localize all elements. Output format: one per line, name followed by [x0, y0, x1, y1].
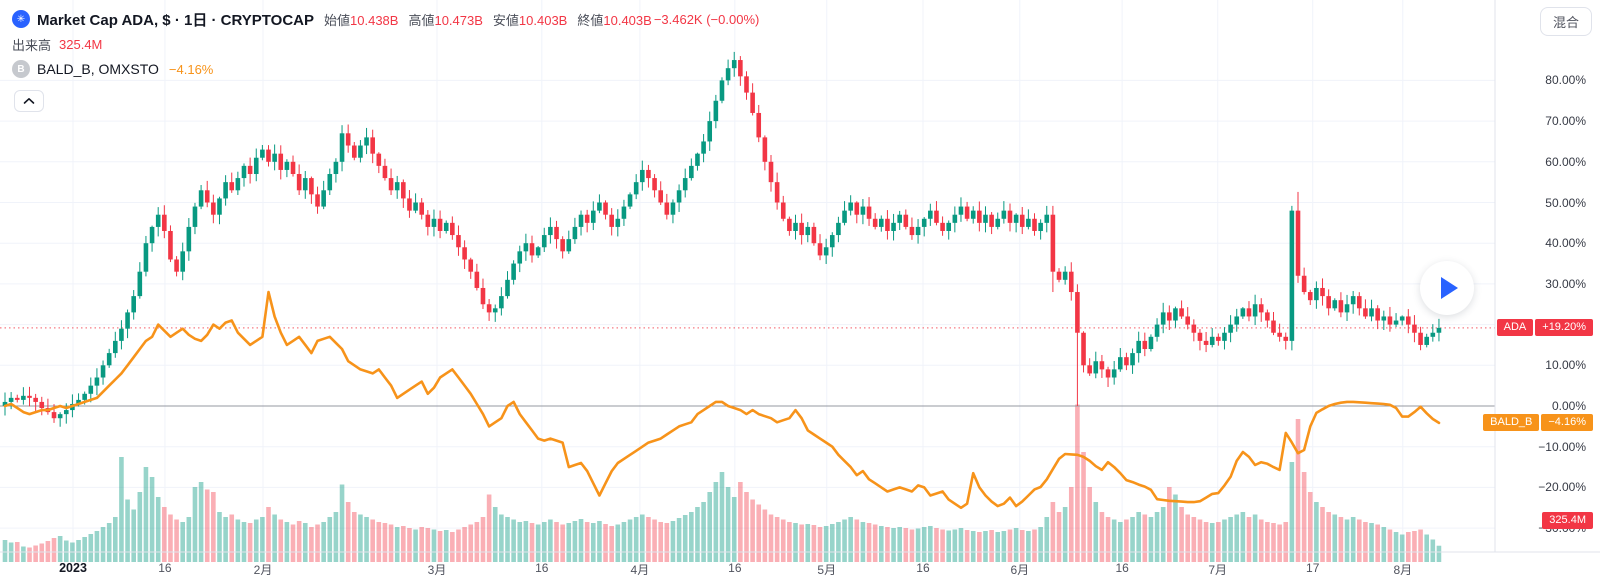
- price-axis-label: −20.00%: [1538, 480, 1586, 495]
- time-axis-label: 2023: [59, 561, 87, 575]
- bald-symbol-badge: BALD_B: [1483, 414, 1540, 432]
- price-axis[interactable]: 80.00% 70.00% 60.00% 50.00% 40.00% 30.00% 10.0…: [1495, 0, 1600, 552]
- time-axis-label: 16: [728, 561, 742, 575]
- ada-value-badge: +19.20%: [1535, 319, 1593, 337]
- compare-symbol-icon: B: [12, 60, 30, 78]
- ohlc-values: 始値10.438B 高値10.473B 安値10.403B 終値10.403B: [324, 10, 652, 29]
- price-axis-label: 60.00%: [1545, 154, 1586, 169]
- gridlines: [0, 0, 1495, 552]
- bald-b-line: [3, 290, 1441, 510]
- time-axis-label: 17: [1306, 561, 1320, 575]
- bald-value-badge: −4.16%: [1541, 414, 1593, 432]
- time-axis-label: 4月: [630, 563, 650, 577]
- time-axis-label: 3月: [427, 563, 447, 577]
- price-axis-label: 70.00%: [1545, 114, 1586, 129]
- time-axis-label: 5月: [817, 563, 837, 577]
- volume-value: 325.4M: [59, 36, 103, 52]
- price-axis-label: 30.00%: [1545, 276, 1586, 291]
- close-value: 10.403B: [603, 12, 652, 28]
- price-axis-label: 80.00%: [1545, 73, 1586, 88]
- volume-label: 出来高: [12, 37, 52, 53]
- volume-series: [2, 404, 1442, 562]
- time-axis-label: 16: [1115, 561, 1129, 575]
- price-axis-label: 0.00%: [1551, 399, 1586, 413]
- close-label: 終値: [577, 12, 604, 28]
- mixed-scale-button[interactable]: 混合: [1539, 7, 1592, 36]
- candlestick-series: [2, 51, 1442, 427]
- time-axis-label: 7月: [1208, 563, 1228, 577]
- symbol-title[interactable]: Market Cap ADA, $ · 1日 · CRYPTOCAP: [37, 11, 314, 29]
- volume-row[interactable]: 出来高 325.4M: [12, 32, 759, 56]
- compare-change-value: −4.16%: [168, 61, 214, 77]
- time-axis-label: 16: [535, 561, 549, 575]
- chevron-up-icon: [23, 97, 35, 104]
- axis-borders: [0, 0, 1600, 553]
- open-label: 始値: [324, 12, 351, 28]
- volume-last-value-badge: 325.4M: [1542, 512, 1593, 529]
- bald-last-value-badges: BALD_B −4.16%: [1483, 414, 1593, 432]
- comparison-line-series: [3, 290, 1441, 510]
- ada-symbol-badge: ADA: [1496, 319, 1534, 337]
- collapse-legend-button[interactable]: [14, 90, 44, 112]
- compare-symbol-row[interactable]: B BALD_B, OMXSTO −4.16%: [12, 56, 759, 82]
- low-value: 10.403B: [518, 12, 568, 28]
- price-axis-label: 40.00%: [1545, 236, 1586, 251]
- volume-value-badge: 325.4M: [1542, 512, 1593, 529]
- high-label: 高値: [408, 12, 435, 28]
- time-axis-label: 8月: [1393, 563, 1413, 577]
- symbol-row[interactable]: ✳ Market Cap ADA, $ · 1日 · CRYPTOCAP 始値1…: [12, 6, 759, 32]
- time-axis[interactable]: 2023 16 2月 3月 16 4月 16 5月 16 6月 16 7月 17 8月: [0, 552, 1600, 586]
- time-axis-label: 16: [916, 561, 930, 575]
- symbol-logo-icon: ✳: [12, 10, 30, 28]
- price-axis-label: 10.00%: [1545, 358, 1586, 373]
- go-to-realtime-button[interactable]: [1420, 261, 1474, 315]
- play-icon: [1441, 277, 1458, 299]
- open-value: 10.438B: [350, 12, 399, 28]
- high-value: 10.473B: [434, 12, 483, 28]
- time-axis-label: 16: [158, 561, 172, 575]
- time-axis-label: 2月: [253, 563, 273, 577]
- ada-last-value-badges: ADA +19.20%: [1496, 319, 1593, 337]
- chart-legend: ✳ Market Cap ADA, $ · 1日 · CRYPTOCAP 始値1…: [12, 6, 759, 82]
- time-axis-label: 6月: [1010, 563, 1030, 577]
- compare-symbol-name[interactable]: BALD_B, OMXSTO: [37, 61, 159, 77]
- price-axis-label: −10.00%: [1538, 439, 1586, 454]
- change-value: −3.462K (−0.00%): [653, 11, 760, 27]
- low-label: 安値: [492, 12, 519, 28]
- price-axis-label: 50.00%: [1545, 195, 1586, 210]
